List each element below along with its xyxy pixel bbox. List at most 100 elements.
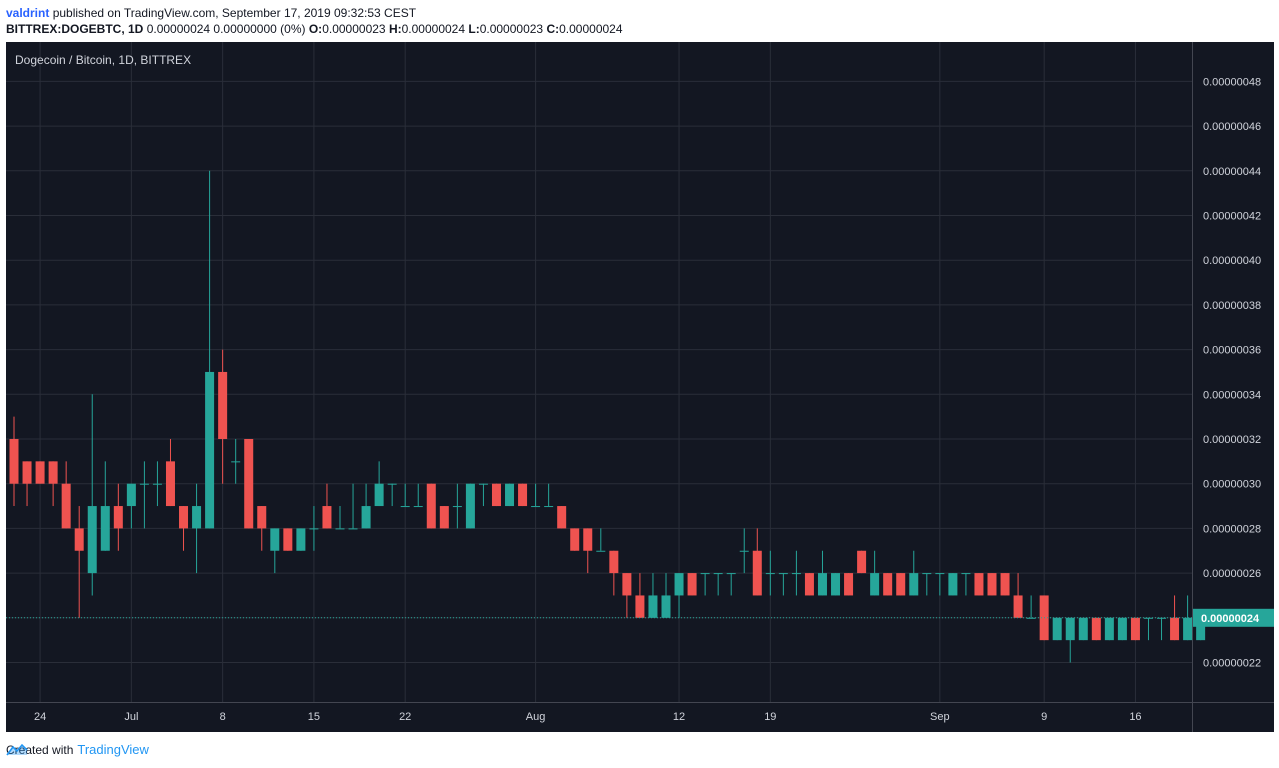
- candle: [1078, 617, 1088, 641]
- candle-body: [335, 528, 345, 530]
- candle-body: [22, 461, 32, 484]
- candle-body: [622, 573, 632, 596]
- candle-body: [1170, 617, 1180, 641]
- candle-body: [974, 573, 984, 596]
- candle-body: [1026, 617, 1036, 619]
- price-tick-label: 0.00000046: [1203, 121, 1261, 133]
- candle: [244, 439, 254, 529]
- candle-body: [400, 506, 410, 508]
- candle-body: [152, 483, 162, 485]
- candle: [113, 483, 123, 551]
- candle-body: [1183, 617, 1193, 641]
- candle-body: [544, 506, 554, 508]
- candle-body: [244, 439, 254, 529]
- candle: [987, 573, 997, 596]
- candle-body: [113, 506, 123, 529]
- candle: [348, 483, 358, 530]
- price-tick-label: 0.00000036: [1203, 345, 1261, 357]
- candle: [400, 483, 410, 508]
- time-tick-label: 12: [673, 711, 685, 723]
- candle: [765, 550, 775, 596]
- close-label: C:: [546, 22, 560, 36]
- candle: [9, 416, 19, 507]
- candle: [22, 461, 32, 507]
- candle: [791, 550, 801, 596]
- publish-header: valdrint published on TradingView.com, S…: [6, 5, 416, 22]
- change-value: 0.00000024 0.00000000 (0%): [146, 22, 306, 36]
- candle-body: [791, 573, 801, 575]
- time-tick-label: 19: [764, 711, 776, 723]
- candle: [1157, 617, 1167, 641]
- candle: [687, 573, 697, 596]
- candle: [192, 483, 202, 574]
- candle-body: [283, 528, 293, 551]
- candle: [426, 483, 436, 529]
- candle: [322, 483, 332, 529]
- candle-body: [491, 483, 501, 507]
- candle: [491, 483, 501, 507]
- candle-body: [570, 528, 580, 551]
- candle: [726, 573, 736, 596]
- price-tick-label: 0.00000028: [1203, 523, 1261, 535]
- candle: [1170, 595, 1180, 641]
- candle-body: [1065, 617, 1075, 641]
- candle-body: [387, 483, 397, 485]
- current-price-tag: [1193, 608, 1274, 627]
- open-value: 0.00000023: [322, 22, 386, 36]
- candle-body: [322, 506, 332, 529]
- candle: [1117, 617, 1127, 641]
- candle-body: [413, 506, 423, 508]
- candle-body: [583, 528, 593, 551]
- price-tick-label: 0.00000042: [1203, 211, 1261, 223]
- candle-body: [218, 371, 228, 439]
- candle-body: [817, 573, 827, 596]
- candle-body: [1104, 617, 1114, 641]
- candle: [922, 573, 932, 596]
- candle: [1000, 573, 1010, 596]
- candle-body: [831, 573, 841, 596]
- candle: [1052, 617, 1062, 641]
- candle-body: [752, 550, 762, 596]
- candlestick-chart[interactable]: 0.00000022 0.00000024 0.00000026 0.00000028…: [6, 42, 1274, 732]
- candle: [661, 573, 671, 618]
- candle: [1183, 595, 1193, 641]
- close-value: 0.00000024: [559, 22, 623, 36]
- candle-body: [48, 461, 58, 484]
- time-tick-label: Sep: [930, 711, 950, 723]
- time-tick-label: 16: [1129, 711, 1141, 723]
- price-tick-label: 0.00000030: [1203, 479, 1261, 491]
- candle-body: [961, 573, 971, 575]
- candle: [165, 439, 175, 507]
- candle: [439, 506, 449, 529]
- candle-body: [635, 595, 645, 618]
- candle-body: [126, 483, 136, 507]
- chart-area[interactable]: 0.00000022 0.00000024 0.00000026 0.00000028…: [6, 42, 1274, 732]
- candle-body: [374, 483, 384, 507]
- candle: [283, 528, 293, 551]
- time-tick-label: 15: [308, 711, 320, 723]
- candle-body: [165, 461, 175, 507]
- candle: [622, 573, 632, 618]
- time-tick-label: Aug: [526, 711, 546, 723]
- candle: [35, 461, 45, 484]
- candle: [74, 506, 84, 618]
- candle-body: [1143, 617, 1153, 619]
- candle-body: [896, 573, 906, 596]
- candle-body: [179, 506, 189, 529]
- author-link[interactable]: valdrint: [6, 6, 50, 20]
- candle: [465, 483, 475, 529]
- candle: [505, 483, 515, 507]
- candle-body: [804, 573, 814, 596]
- candle: [413, 483, 423, 508]
- candle: [478, 483, 488, 507]
- candle-body: [948, 573, 958, 596]
- candle-body: [518, 483, 528, 507]
- tradingview-brand-link[interactable]: TradingView: [77, 742, 149, 757]
- candle: [531, 483, 541, 508]
- candle-body: [531, 506, 541, 508]
- candle: [179, 506, 189, 551]
- candle-body: [257, 506, 267, 529]
- high-label: H:: [388, 22, 402, 36]
- candle: [948, 573, 958, 596]
- candle: [100, 461, 110, 551]
